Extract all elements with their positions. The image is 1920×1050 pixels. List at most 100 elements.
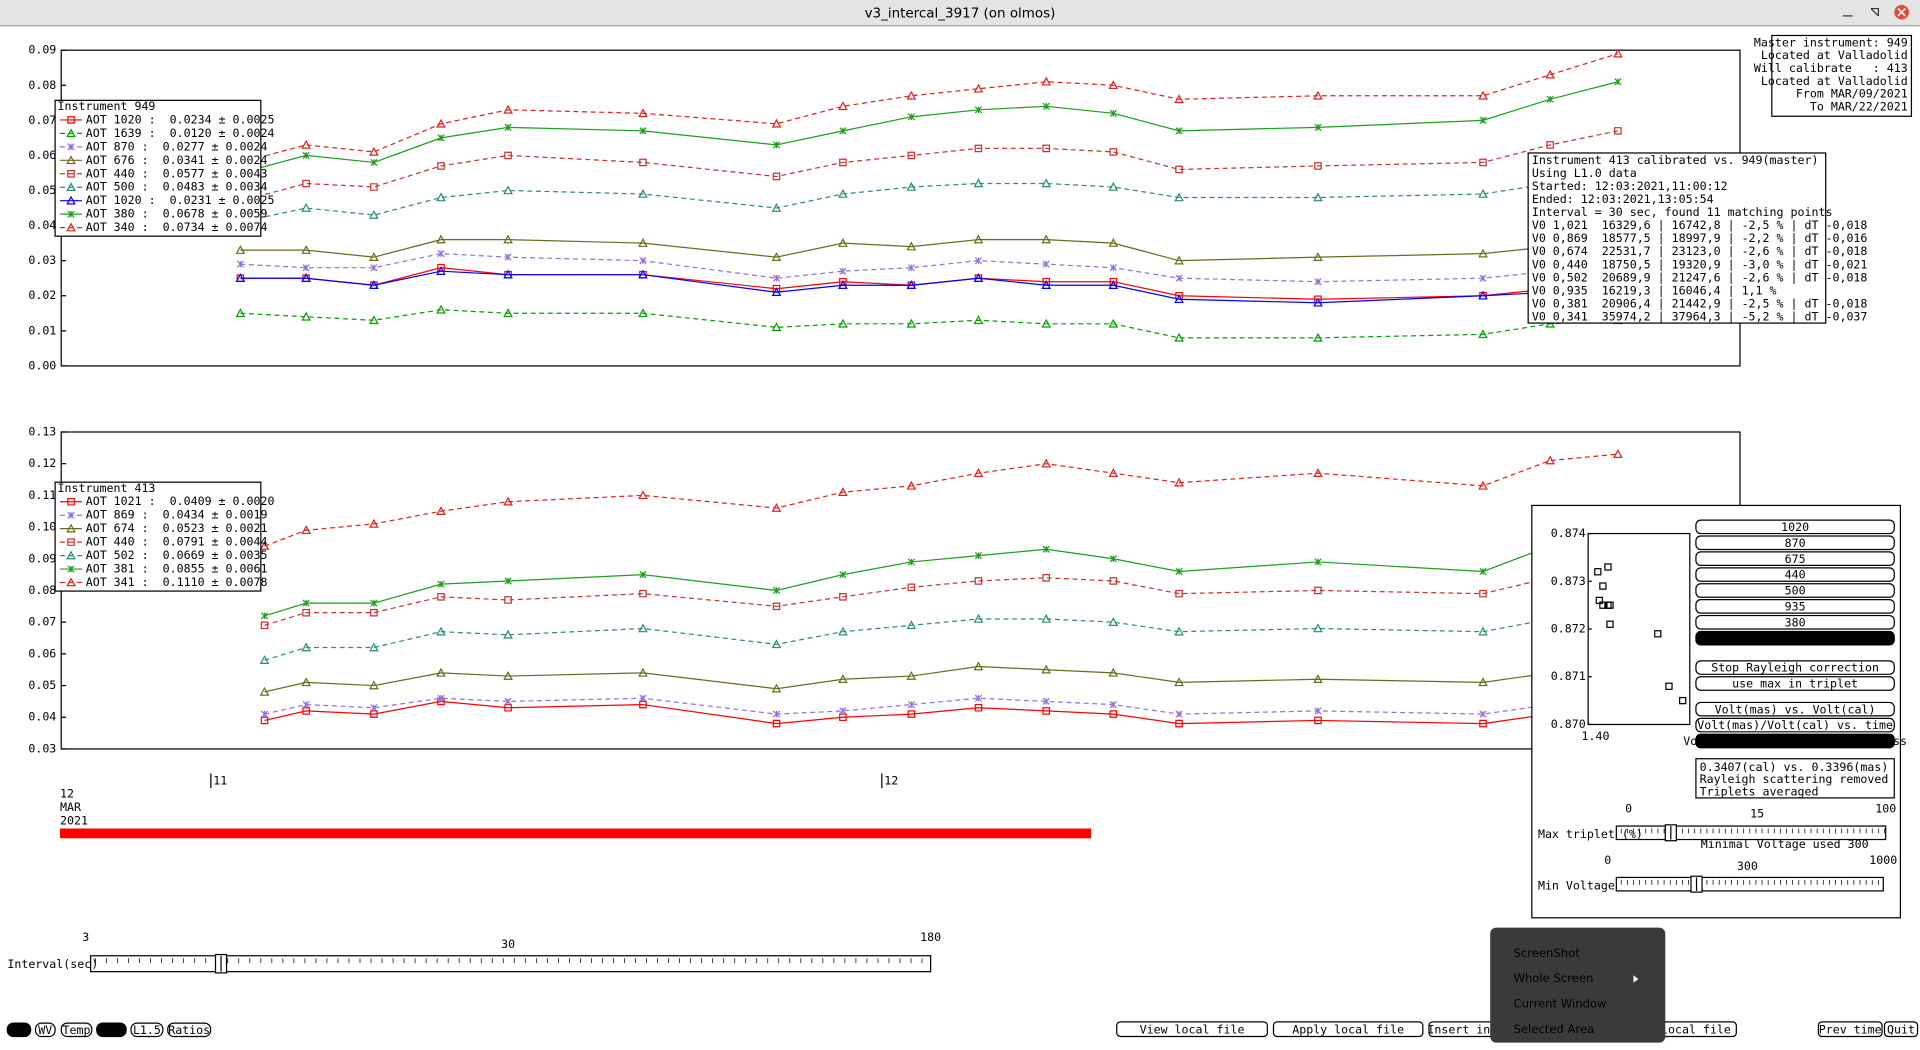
data-point — [302, 151, 310, 160]
calibration-line: Using L1.0 data — [1532, 166, 1637, 180]
legend-marker — [66, 550, 76, 560]
button[interactable] — [1817, 1021, 1883, 1038]
button-label[interactable]: Volt(mas)/Volt(cal) vs. Air Mass — [1683, 734, 1907, 748]
data-point — [1108, 468, 1119, 477]
button[interactable] — [1695, 701, 1895, 717]
button-label[interactable]: WV — [38, 1023, 52, 1037]
legend-marker — [66, 182, 76, 192]
button-label[interactable]: Quit — [1887, 1022, 1915, 1036]
slider-track[interactable] — [1615, 825, 1887, 841]
data-point — [638, 269, 648, 279]
menu-item[interactable]: Selected Area — [1513, 1022, 1594, 1036]
button[interactable] — [1695, 583, 1895, 598]
button[interactable] — [1695, 567, 1895, 582]
slider-scale-label: 15 — [1750, 806, 1764, 820]
button-label[interactable]: Stop Rayleigh correction — [1711, 661, 1879, 675]
y-tick-label: 0.873 — [1551, 574, 1586, 588]
x-tick-label: 12 — [884, 773, 898, 787]
maximize-icon[interactable] — [1870, 7, 1879, 17]
data-point — [503, 104, 513, 114]
series-line — [264, 665, 1618, 693]
y-tick-label: 0.04 — [28, 218, 56, 232]
data-point — [369, 315, 379, 325]
data-point — [301, 642, 311, 652]
data-point — [906, 670, 917, 680]
button-label[interactable]: 935 — [1785, 599, 1806, 613]
button-label[interactable]: Volt(mas) vs. Volt(cal) — [1715, 702, 1876, 716]
button[interactable] — [130, 1022, 164, 1038]
data-point — [370, 710, 378, 718]
data-point — [302, 700, 310, 709]
button-label[interactable]: L1.5 — [133, 1023, 161, 1037]
button-label[interactable]: 675 — [1785, 552, 1806, 566]
menu-item[interactable]: Whole Screen — [1513, 971, 1593, 985]
button[interactable] — [1272, 1021, 1424, 1038]
button[interactable] — [1116, 1021, 1268, 1038]
data-point — [1174, 255, 1184, 265]
button[interactable] — [6, 1022, 32, 1038]
data-point — [838, 318, 848, 328]
data-point — [638, 238, 648, 247]
button-label[interactable]: Ratios — [168, 1023, 210, 1037]
master-info-line: Will calibrate : 413 — [1754, 61, 1908, 75]
close-icon[interactable] — [1897, 8, 1906, 17]
button[interactable] — [1883, 1021, 1919, 1038]
button-label[interactable]: 440 — [1785, 568, 1806, 582]
data-point — [1479, 158, 1487, 167]
button-label[interactable]: View local file — [1140, 1022, 1245, 1036]
calibration-line: V0 1,021 16329,6 | 16742,8 | -2,5 % | dT… — [1532, 218, 1868, 232]
button[interactable] — [1695, 614, 1895, 630]
button[interactable] — [1695, 519, 1895, 535]
data-point — [1478, 290, 1488, 300]
data-point — [1174, 332, 1184, 342]
button[interactable] — [60, 1022, 93, 1038]
menu-item[interactable]: ScreenShot — [1513, 946, 1580, 960]
button[interactable] — [1695, 676, 1895, 691]
data-point — [839, 571, 847, 579]
button[interactable] — [1695, 599, 1895, 614]
button[interactable] — [1695, 717, 1895, 733]
button[interactable] — [34, 1022, 56, 1038]
data-point — [302, 599, 310, 607]
button-label[interactable]: 1020 — [1781, 520, 1809, 534]
button-label[interactable]: use max in triplet — [1732, 677, 1858, 691]
data-point — [1614, 78, 1622, 86]
button[interactable] — [1695, 551, 1895, 566]
button-label[interactable]: Temp — [63, 1023, 91, 1037]
data-point — [1478, 329, 1488, 339]
data-point — [838, 674, 848, 684]
button-label[interactable]: 340 — [1785, 631, 1806, 645]
button-label[interactable]: 380 — [1785, 615, 1806, 629]
data-point — [503, 629, 513, 639]
button-label[interactable]: L1.0 — [97, 1023, 125, 1037]
button[interactable] — [1695, 733, 1895, 749]
data-point — [639, 571, 647, 579]
button-label[interactable]: 500 — [1785, 584, 1806, 598]
slider-scale-label: 180 — [920, 930, 941, 944]
data-point — [235, 308, 246, 318]
legend-label: AOT 381 : 0.0855 ± 0.0061 — [86, 562, 268, 576]
data-point — [1041, 458, 1052, 468]
data-point — [302, 179, 310, 188]
legend-marker — [66, 222, 76, 232]
button-label[interactable]: Volt(mas)/Volt(cal) vs. time — [1697, 718, 1893, 732]
menu-item[interactable]: Current Window — [1513, 996, 1606, 1010]
button-label[interactable]: Prev time — [1819, 1022, 1882, 1036]
date-label: 12 — [60, 787, 74, 801]
y-tick-label: 0.872 — [1551, 622, 1586, 636]
button[interactable] — [1695, 535, 1895, 551]
slider-track[interactable] — [90, 955, 932, 973]
button[interactable] — [96, 1022, 127, 1038]
button-label[interactable]: 870 — [1785, 536, 1806, 550]
button[interactable] — [1695, 630, 1895, 646]
button-label[interactable]: Apply local file — [1292, 1022, 1404, 1036]
data-point — [436, 192, 446, 202]
data-point — [1109, 700, 1117, 709]
data-point — [839, 267, 847, 275]
button[interactable] — [167, 1022, 212, 1038]
button-label[interactable]: AOT — [8, 1023, 29, 1037]
data-point — [973, 83, 984, 93]
data-point — [838, 280, 848, 290]
legend-marker — [67, 497, 75, 506]
button[interactable] — [1695, 660, 1895, 675]
